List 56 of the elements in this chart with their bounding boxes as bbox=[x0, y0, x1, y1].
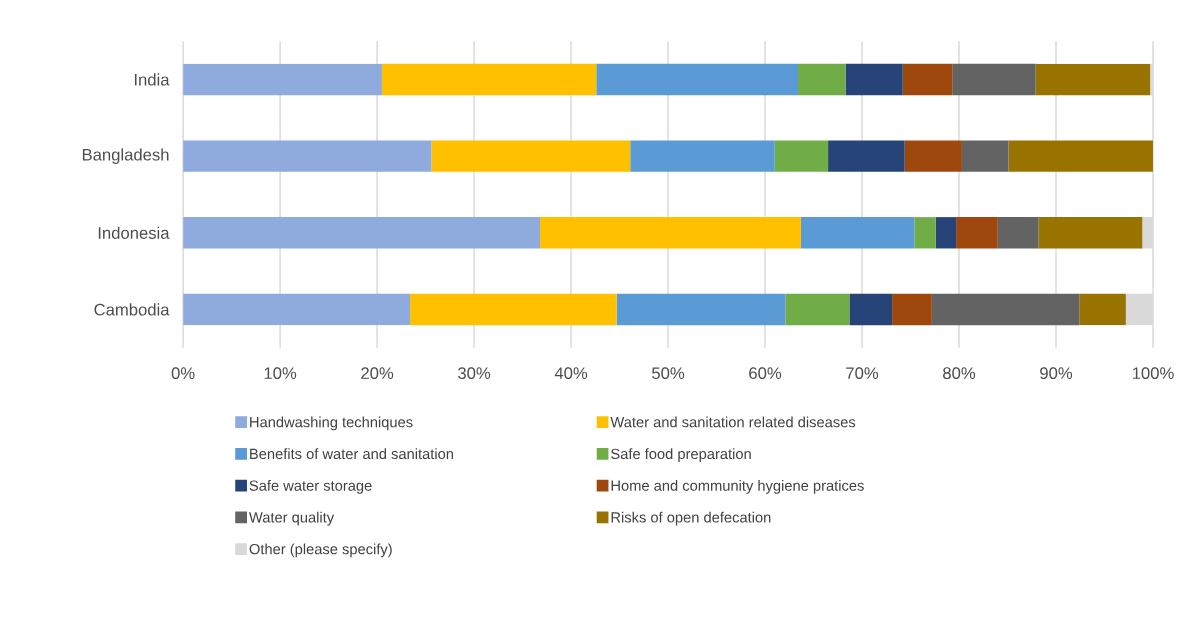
y-tick-label: Indonesia bbox=[98, 226, 170, 239]
bar bbox=[952, 63, 1036, 96]
bar bbox=[798, 63, 846, 96]
bar bbox=[1035, 63, 1151, 96]
bar bbox=[1079, 293, 1126, 326]
bar bbox=[774, 140, 829, 172]
bar bbox=[183, 63, 382, 96]
legend-label: Risks of open defecation bbox=[611, 511, 771, 526]
bar bbox=[183, 140, 432, 172]
bar bbox=[800, 217, 915, 249]
legend-label: Water quality bbox=[248, 511, 335, 526]
bar bbox=[596, 63, 799, 96]
x-tick-label: 80% bbox=[943, 367, 976, 380]
x-tick-label: 70% bbox=[846, 367, 879, 380]
bar bbox=[828, 140, 905, 172]
legend-label: Benefits of water and sanitation bbox=[250, 448, 453, 460]
legend-label: Other (please specify) bbox=[249, 543, 392, 558]
x-tick-label: 0% bbox=[171, 367, 195, 380]
bar bbox=[1008, 140, 1153, 172]
x-tick-label: 10% bbox=[264, 367, 297, 380]
legend-label: Home and community hygiene pratices bbox=[611, 480, 864, 494]
bar bbox=[183, 217, 541, 249]
y-tick-label: India bbox=[134, 73, 170, 86]
y-tick-label: Cambodia bbox=[94, 303, 170, 316]
bar bbox=[956, 217, 998, 249]
bar bbox=[431, 140, 631, 172]
bar bbox=[410, 293, 617, 326]
x-tick-label: 30% bbox=[458, 367, 491, 380]
bar bbox=[381, 63, 597, 96]
bar bbox=[914, 217, 936, 249]
bar bbox=[935, 217, 957, 249]
legend-label: Handwashing techniques bbox=[250, 416, 413, 431]
x-tick-label: 90% bbox=[1040, 367, 1073, 380]
bar bbox=[931, 293, 1080, 326]
bar bbox=[630, 140, 775, 172]
bar bbox=[540, 217, 801, 249]
x-tick-label: 100% bbox=[1132, 367, 1174, 380]
x-tick-label: 40% bbox=[554, 367, 588, 380]
y-tick-label: Bangladesh bbox=[82, 148, 169, 164]
x-tick-label: 60% bbox=[749, 367, 782, 380]
bar bbox=[904, 140, 962, 172]
x-tick-label: 20% bbox=[361, 367, 394, 380]
bar bbox=[785, 293, 850, 326]
bar bbox=[845, 63, 903, 96]
legend-label: Safe water storage bbox=[249, 480, 372, 494]
bar bbox=[892, 293, 932, 326]
bar bbox=[997, 217, 1039, 249]
legend-label: Safe food preparation bbox=[611, 448, 751, 463]
x-tick-label: 50% bbox=[652, 367, 685, 380]
bar bbox=[183, 293, 411, 326]
bar bbox=[902, 63, 953, 96]
bar bbox=[616, 293, 786, 326]
legend-label: Water and sanitation related diseases bbox=[610, 416, 856, 428]
bar bbox=[961, 140, 1009, 172]
bar bbox=[849, 293, 893, 326]
bar bbox=[1038, 217, 1143, 249]
